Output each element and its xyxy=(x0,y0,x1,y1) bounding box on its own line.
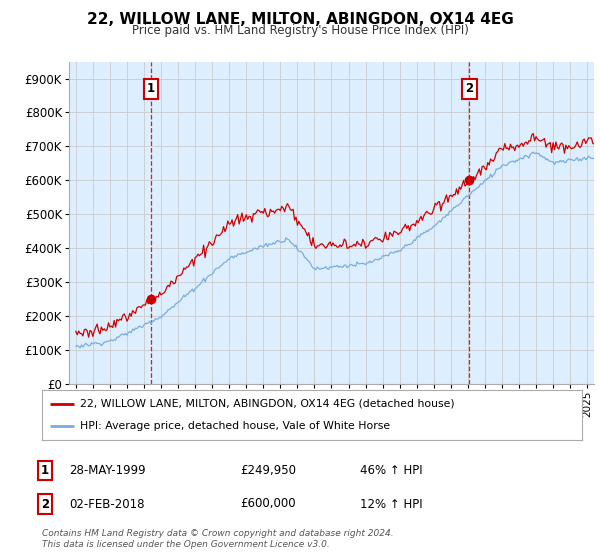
Text: 02-FEB-2018: 02-FEB-2018 xyxy=(69,497,145,511)
Text: 2: 2 xyxy=(465,82,473,95)
Text: 1: 1 xyxy=(41,464,49,477)
Text: 22, WILLOW LANE, MILTON, ABINGDON, OX14 4EG: 22, WILLOW LANE, MILTON, ABINGDON, OX14 … xyxy=(86,12,514,27)
Text: 12% ↑ HPI: 12% ↑ HPI xyxy=(360,497,422,511)
Text: 22, WILLOW LANE, MILTON, ABINGDON, OX14 4EG (detached house): 22, WILLOW LANE, MILTON, ABINGDON, OX14 … xyxy=(80,399,454,409)
Text: 28-MAY-1999: 28-MAY-1999 xyxy=(69,464,146,477)
Text: £600,000: £600,000 xyxy=(240,497,296,511)
Text: 46% ↑ HPI: 46% ↑ HPI xyxy=(360,464,422,477)
Text: Contains HM Land Registry data © Crown copyright and database right 2024.
This d: Contains HM Land Registry data © Crown c… xyxy=(42,529,394,549)
Text: 2: 2 xyxy=(41,497,49,511)
Text: £249,950: £249,950 xyxy=(240,464,296,477)
Text: Price paid vs. HM Land Registry's House Price Index (HPI): Price paid vs. HM Land Registry's House … xyxy=(131,24,469,37)
Text: HPI: Average price, detached house, Vale of White Horse: HPI: Average price, detached house, Vale… xyxy=(80,421,390,431)
Text: 1: 1 xyxy=(147,82,155,95)
